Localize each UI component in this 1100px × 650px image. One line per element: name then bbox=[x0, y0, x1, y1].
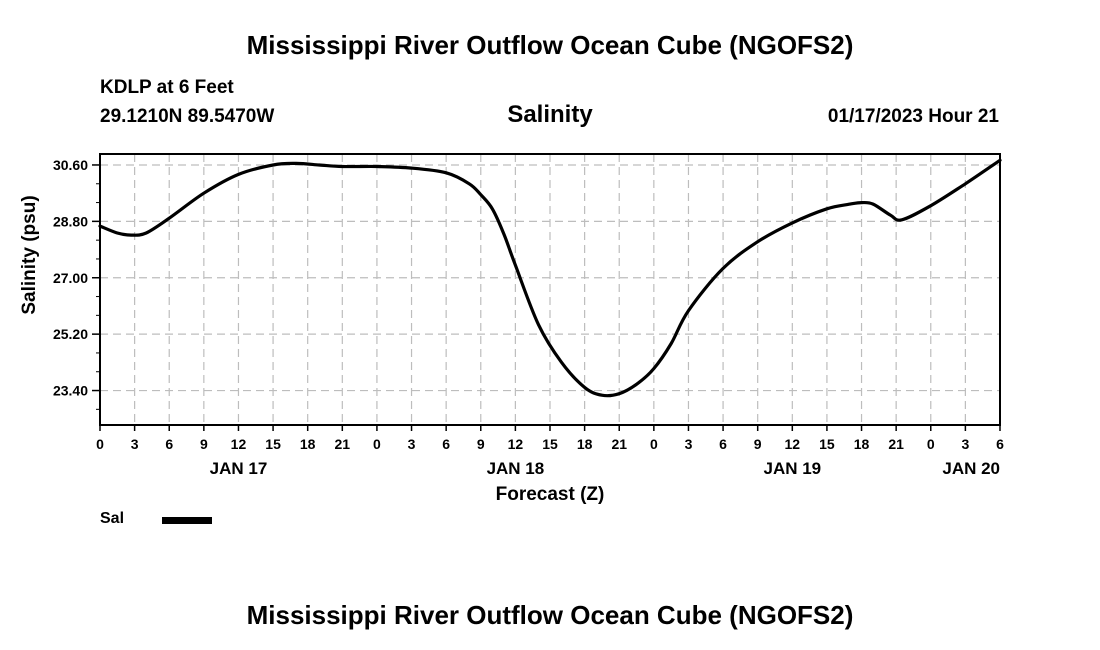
series-line-sal bbox=[98, 158, 1002, 398]
axis-labels: 0 3 6 9 12 15 18 21 0 3 6 9 12 15 18 21 0 3 6 9 12 15 18 21 0 3 6 J… bbox=[53, 157, 1004, 478]
x-tick-label: 3 bbox=[961, 436, 969, 452]
x-tick-label: 18 bbox=[300, 436, 316, 452]
date-label: JAN 20 bbox=[942, 459, 1000, 478]
y-tick-label: 28.80 bbox=[53, 213, 88, 229]
x-tick-label: 15 bbox=[819, 436, 835, 452]
x-tick-label: 12 bbox=[508, 436, 524, 452]
x-tick-label: 6 bbox=[996, 436, 1004, 452]
date-label: JAN 19 bbox=[763, 459, 821, 478]
x-tick-label: 18 bbox=[577, 436, 593, 452]
x-tick-label: 6 bbox=[719, 436, 727, 452]
footer-title: Mississippi River Outflow Ocean Cube (NG… bbox=[246, 600, 854, 630]
legend-line-swatch bbox=[162, 517, 212, 524]
x-tick-label: 0 bbox=[96, 436, 104, 452]
y-tick-label: 27.00 bbox=[53, 270, 88, 286]
x-tick-label: 21 bbox=[611, 436, 627, 452]
series-layer bbox=[98, 158, 1002, 398]
y-axis-label: Salinity (psu) bbox=[19, 195, 40, 314]
x-tick-label: 12 bbox=[785, 436, 801, 452]
x-tick-label: 21 bbox=[888, 436, 904, 452]
date-label: JAN 17 bbox=[210, 459, 268, 478]
page-title: Mississippi River Outflow Ocean Cube (NG… bbox=[246, 30, 854, 60]
x-tick-label: 15 bbox=[265, 436, 281, 452]
date-label: JAN 18 bbox=[487, 459, 545, 478]
x-tick-label: 3 bbox=[685, 436, 693, 452]
chart-title: Salinity bbox=[507, 101, 593, 128]
x-tick-label: 21 bbox=[335, 436, 351, 452]
plot-area-frame bbox=[99, 153, 1001, 426]
x-tick-label: 3 bbox=[408, 436, 416, 452]
x-tick-label: 15 bbox=[542, 436, 558, 452]
gridlines bbox=[100, 154, 1000, 425]
station-coordinates: 29.1210N 89.5470W bbox=[100, 106, 275, 127]
x-axis-label: Forecast (Z) bbox=[496, 484, 605, 505]
x-tick-label: 12 bbox=[231, 436, 247, 452]
x-tick-label: 3 bbox=[131, 436, 139, 452]
y-tick-label: 30.60 bbox=[53, 157, 88, 173]
x-tick-label: 9 bbox=[477, 436, 485, 452]
forecast-timestamp: 01/17/2023 Hour 21 bbox=[827, 106, 999, 127]
y-tick-label: 25.20 bbox=[53, 326, 88, 342]
x-tick-label: 9 bbox=[200, 436, 208, 452]
x-tick-label: 0 bbox=[373, 436, 381, 452]
x-tick-label: 6 bbox=[442, 436, 450, 452]
station-name: KDLP at 6 Feet bbox=[100, 77, 234, 98]
x-tick-label: 0 bbox=[927, 436, 935, 452]
x-tick-label: 0 bbox=[650, 436, 658, 452]
x-tick-label: 6 bbox=[165, 436, 173, 452]
y-tick-label: 23.40 bbox=[53, 383, 88, 399]
x-tick-label: 18 bbox=[854, 436, 870, 452]
legend-label: Sal bbox=[100, 510, 125, 527]
x-tick-label: 9 bbox=[754, 436, 762, 452]
